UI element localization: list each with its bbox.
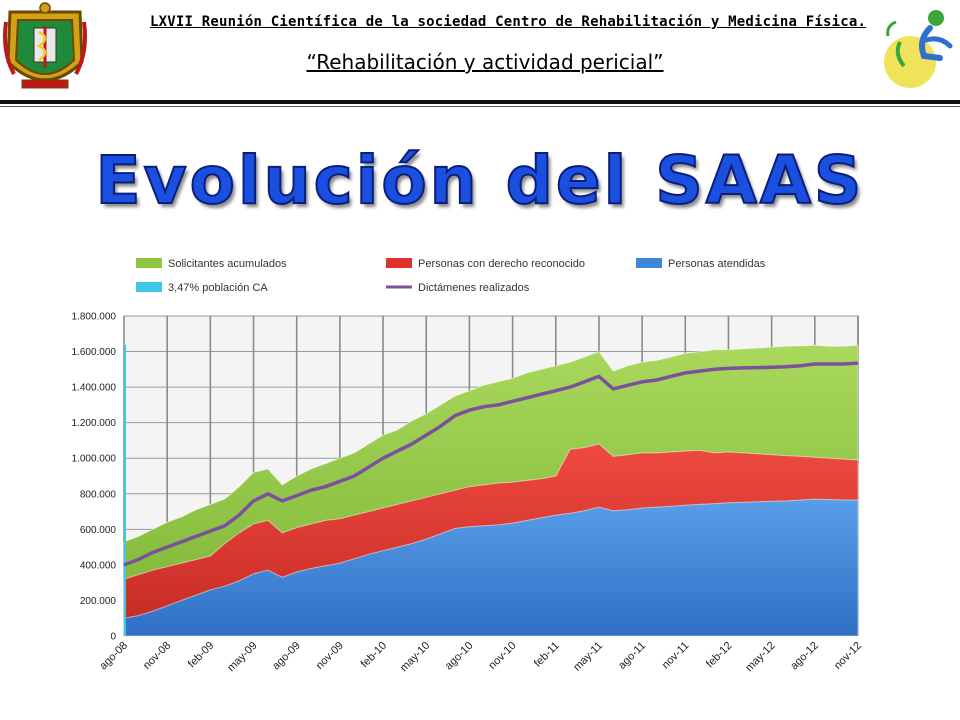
slide-title: Evolución del SAAS [95,141,865,220]
legend-item-3-47-poblacion-ca: 3,47% población CA [136,282,268,294]
y-tick-label: 1.000.000 [72,454,117,465]
x-tick-label: nov-10 [486,640,518,672]
area-series [123,344,859,637]
header-divider [0,100,960,104]
x-tick-label: feb-11 [532,640,562,670]
x-tick-label: nov-12 [832,640,864,672]
header-divider-thin [0,106,960,107]
y-tick-label: 800.000 [80,489,117,500]
session-subtitle: “Rehabilitación y actividad pericial” [306,50,664,74]
line-dictamenes-realizados [123,361,859,567]
x-tick-label: feb-12 [704,640,735,671]
legend-swatch [636,258,662,268]
x-tick-label: ago-12 [788,640,821,673]
y-tick-label: 1.200.000 [72,418,117,429]
rehabilitation-figure-logo [884,10,953,88]
x-tick-label: ago-10 [443,640,476,673]
conference-title: LXVII Reunión Científica de la sociedad … [150,14,867,30]
x-tick-label: may-11 [571,640,605,674]
legend-item-solicitantes-acumulados: Solicitantes acumulados [136,258,287,270]
y-tick-label: 400.000 [80,560,117,571]
legend-item-personas-con-derecho-reconocido: Personas con derecho reconocido [386,258,585,270]
x-tick-label: feb-09 [186,640,217,671]
x-tick-label: nov-11 [660,640,692,672]
legend-label: 3,47% población CA [168,282,268,294]
x-tick-label: nov-08 [141,640,173,672]
saas-area-chart: Solicitantes acumulados Personas con dere… [72,258,864,674]
x-tick-label: nov-09 [314,640,346,672]
x-tick-label: may-10 [398,640,432,674]
legend-label: Solicitantes acumulados [168,258,287,270]
society-crest-logo [3,2,87,89]
x-tick-label: may-09 [225,640,259,674]
legend-label: Personas con derecho reconocido [418,258,585,270]
x-tick-label: feb-10 [359,640,390,671]
line-series [123,361,859,567]
y-tick-label: 600.000 [80,525,117,536]
y-tick-label: 1.400.000 [72,383,117,394]
legend-swatch [136,258,162,268]
x-tick-label: may-12 [743,640,777,674]
legend-label: Dictámenes realizados [418,282,530,294]
x-axis: ago-08 nov-08 feb-09 may-09 ago-09 nov-09 feb-… [97,640,864,674]
x-tick-label: ago-11 [616,640,648,672]
legend-swatch [136,282,162,292]
chart-legend: Solicitantes acumulados Personas con dere… [136,258,766,294]
y-tick-label: 1.600.000 [72,347,117,358]
legend-item-dictamenes-realizados: Dictámenes realizados [386,282,530,294]
legend-item-personas-atendidas: Personas atendidas [636,258,766,270]
area-personas-atendidas [123,498,859,637]
x-tick-label: ago-09 [270,640,303,673]
x-tick-label: ago-08 [97,640,130,673]
legend-label: Personas atendidas [668,258,766,270]
y-tick-label: 0 [110,632,116,643]
y-tick-label: 1.800.000 [72,312,117,323]
y-axis: 0 200.000 400.000 600.000 800.000 1.000.000 1.… [72,312,117,643]
y-tick-label: 200.000 [80,596,117,607]
legend-swatch [386,258,412,268]
